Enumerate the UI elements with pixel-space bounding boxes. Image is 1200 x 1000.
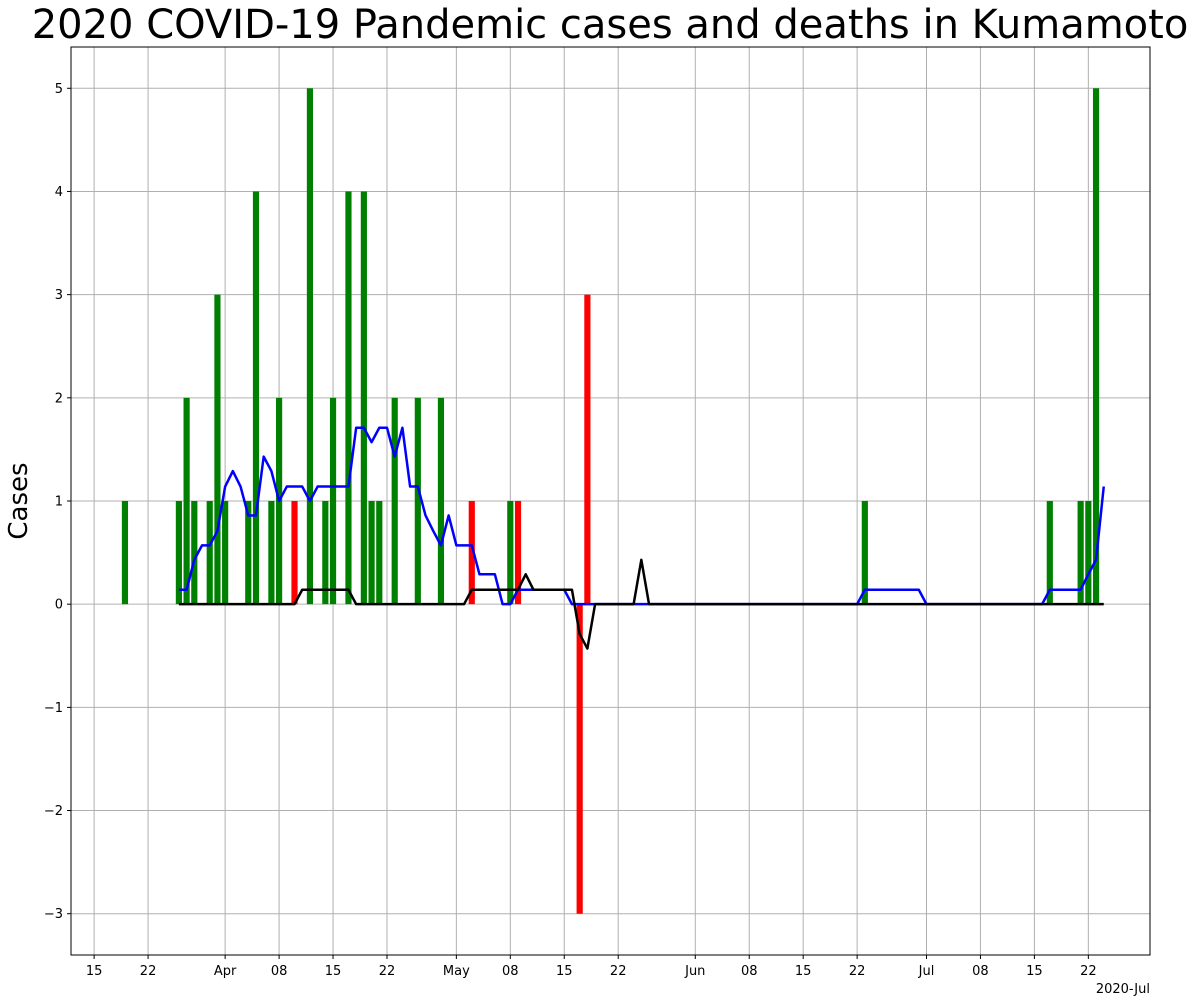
cases-bar — [368, 501, 375, 605]
x-tick-label: 15 — [556, 964, 573, 979]
deaths-bar — [291, 501, 298, 605]
x-tick-label: 08 — [271, 964, 288, 979]
deaths-bar — [584, 294, 591, 605]
y-tick-label: 4 — [55, 185, 63, 200]
cases-bar — [183, 397, 190, 605]
lines — [178, 426, 1106, 650]
y-axis-label: Cases — [4, 462, 34, 539]
cases-bar — [437, 397, 445, 605]
cases-bar — [861, 501, 868, 605]
cases-bar — [121, 501, 129, 605]
x-tick-label: Jul — [918, 964, 935, 979]
y-tick-label: 0 — [55, 598, 63, 613]
cases-bar — [507, 501, 514, 605]
cases-bar — [245, 501, 252, 605]
cases-bar — [329, 397, 337, 605]
cases-bar — [222, 501, 229, 605]
cases-bar — [345, 191, 352, 605]
x-tick-label: 15 — [86, 964, 103, 979]
grid — [71, 47, 1150, 955]
cases-bar — [414, 397, 421, 605]
x-tick-label: 08 — [972, 964, 989, 979]
y-tick-label: −1 — [44, 701, 63, 716]
y-tick-label: 2 — [55, 391, 63, 406]
x-tick-label: 22 — [140, 964, 157, 979]
x-tick-label: 22 — [610, 964, 627, 979]
cases-bar — [175, 501, 182, 605]
cases-bar — [306, 88, 314, 605]
x-tick-label: 08 — [502, 964, 519, 979]
x-tick-label: Jun — [684, 964, 705, 979]
cases-bar — [376, 501, 383, 605]
cases-bar — [1077, 501, 1084, 605]
x-tick-label: May — [443, 964, 470, 979]
cases-bar — [391, 397, 398, 605]
cases-bar — [1085, 501, 1092, 605]
deaths-bar — [576, 604, 583, 914]
x-tick-label: 22 — [849, 964, 866, 979]
x-tick-label: 15 — [1026, 964, 1043, 979]
cases-bar — [214, 294, 221, 605]
x-tick-label: 15 — [325, 964, 342, 979]
cases-bar — [1046, 501, 1053, 605]
deaths-bar — [514, 501, 522, 605]
x-axis: 15 22 Apr 08 15 22 May 08 15 22 Jun 08 15 22 Jul 08 15 22 — [86, 955, 1097, 979]
cases-bar — [252, 191, 260, 605]
y-tick-label: 1 — [55, 495, 63, 510]
deaths-average-line — [178, 558, 1104, 650]
x-tick-label: 22 — [379, 964, 396, 979]
cases-bar — [191, 501, 198, 605]
cases-bar — [322, 501, 329, 605]
cases-bar — [1092, 88, 1100, 605]
y-axis: −3 −2 −1 0 1 2 3 4 5 — [44, 82, 71, 922]
x-tick-label: 22 — [1080, 964, 1097, 979]
y-tick-label: −3 — [44, 907, 63, 922]
y-tick-label: 5 — [55, 82, 63, 97]
chart-title: 2020 COVID-19 Pandemic cases and deaths … — [32, 2, 1189, 48]
cases-average-line — [178, 426, 1106, 606]
y-tick-label: −2 — [44, 804, 63, 819]
deaths-bar — [468, 501, 475, 605]
cases-bar — [268, 501, 275, 605]
x-tick-label: Apr — [214, 964, 237, 979]
cases-bar — [360, 191, 367, 605]
cases-bar — [206, 501, 213, 605]
x-axis-offset-label: 2020-Jul — [1096, 982, 1150, 997]
x-tick-label: 15 — [795, 964, 812, 979]
y-tick-label: 3 — [55, 288, 63, 303]
x-tick-label: 08 — [741, 964, 758, 979]
